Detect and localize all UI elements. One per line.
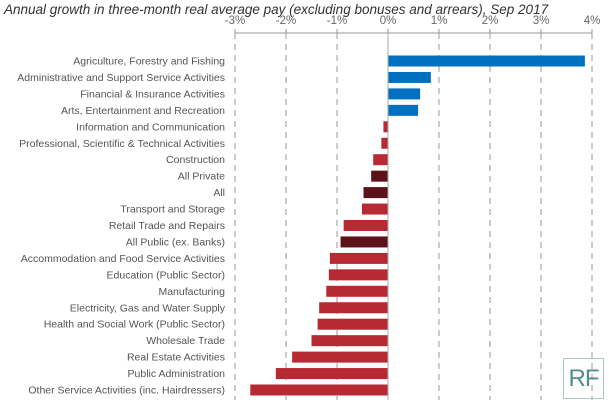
bar bbox=[381, 137, 388, 149]
bar bbox=[319, 302, 388, 314]
bar bbox=[292, 351, 388, 363]
category-label: Manufacturing bbox=[158, 286, 225, 298]
bar bbox=[388, 71, 431, 83]
category-label: All bbox=[213, 187, 225, 199]
bar bbox=[363, 187, 388, 199]
bar bbox=[388, 88, 421, 100]
bar bbox=[373, 154, 388, 166]
category-label: All Private bbox=[178, 171, 225, 183]
x-tick-label: -1% bbox=[327, 15, 347, 27]
bar bbox=[371, 170, 388, 182]
bar bbox=[388, 55, 585, 67]
category-label: Information and Communication bbox=[76, 121, 225, 133]
category-label: Other Service Activities (inc. Hairdress… bbox=[28, 385, 225, 397]
category-label: Professional, Scientific & Technical Act… bbox=[19, 138, 225, 150]
bar bbox=[383, 121, 388, 133]
bar bbox=[275, 368, 388, 380]
category-label: Transport and Storage bbox=[120, 204, 225, 216]
bar bbox=[326, 285, 388, 297]
chart-title: Annual growth in three-month real averag… bbox=[4, 2, 549, 17]
bar bbox=[388, 104, 419, 116]
category-label: Arts, Entertainment and Recreation bbox=[61, 105, 225, 117]
x-tick-label: 4% bbox=[584, 15, 601, 27]
bar bbox=[343, 220, 388, 231]
bar bbox=[250, 384, 388, 396]
x-tick-label: -2% bbox=[276, 15, 296, 27]
category-label: Real Estate Activities bbox=[127, 352, 225, 364]
category-label: Wholesale Trade bbox=[146, 335, 225, 347]
category-label: Public Administration bbox=[128, 368, 226, 380]
bar bbox=[311, 335, 388, 347]
category-label: All Public (ex. Banks) bbox=[126, 236, 225, 248]
bar bbox=[361, 203, 388, 215]
bar bbox=[329, 252, 388, 264]
bar bbox=[328, 269, 388, 281]
category-label: Financial & Insurance Activities bbox=[80, 88, 225, 100]
category-label: Education (Public Sector) bbox=[107, 269, 225, 281]
x-tick-label: 0% bbox=[380, 15, 397, 27]
category-label: Electricity, Gas and Water Supply bbox=[70, 302, 226, 314]
bar bbox=[340, 236, 388, 248]
category-label: Construction bbox=[166, 154, 225, 166]
x-tick-label: 3% bbox=[533, 15, 550, 27]
category-label: Health and Social Work (Public Sector) bbox=[44, 319, 225, 331]
category-label: Retail Trade and Repairs bbox=[109, 220, 225, 232]
bar bbox=[317, 318, 388, 330]
x-tick-label: 1% bbox=[431, 15, 448, 27]
x-tick-label: -3% bbox=[225, 15, 245, 27]
category-label: Agriculture, Forestry and Fishing bbox=[73, 56, 225, 68]
category-label: Accommodation and Food Service Activitie… bbox=[21, 253, 225, 265]
rf-logo: RF bbox=[563, 358, 604, 399]
category-label: Administrative and Support Service Activ… bbox=[17, 72, 225, 84]
x-tick-label: 2% bbox=[482, 15, 499, 27]
